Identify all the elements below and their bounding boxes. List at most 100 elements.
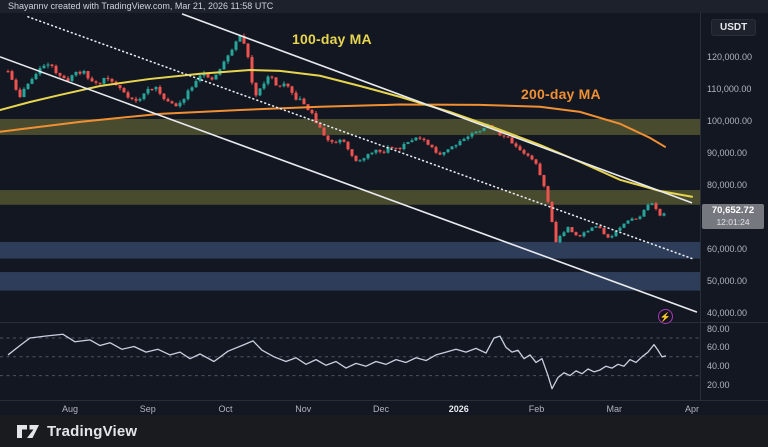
- candle-body: [190, 87, 194, 91]
- time-tick-Sep: Sep: [139, 404, 156, 414]
- candle-body: [130, 97, 134, 99]
- bar-countdown: 12:01:24: [716, 216, 750, 227]
- flash-icon[interactable]: ⚡: [658, 309, 673, 325]
- quote-currency-button[interactable]: USDT: [711, 19, 757, 36]
- candle-body: [170, 101, 174, 104]
- candle-body: [366, 154, 370, 159]
- candle-body: [186, 90, 190, 100]
- trendline-inner-dotted[interactable]: [27, 16, 694, 260]
- candle-body: [538, 163, 542, 176]
- price-tick: 40,000.00: [707, 308, 748, 319]
- price-tick: 60,000.00: [707, 243, 748, 254]
- candle-body: [546, 186, 550, 202]
- candle-body: [390, 147, 394, 149]
- candle-body: [626, 220, 630, 224]
- candle-body: [282, 83, 286, 87]
- candle-body: [570, 227, 574, 233]
- candle-body: [506, 136, 510, 138]
- candle-body: [50, 64, 54, 66]
- candle-body: [30, 78, 34, 84]
- blue_zone_2: [0, 272, 700, 291]
- candle-body: [10, 71, 14, 80]
- candle-body: [266, 76, 270, 84]
- rsi-tick: 20.00: [707, 379, 730, 390]
- candle-body: [346, 141, 350, 150]
- candle-body: [98, 82, 102, 84]
- candle-body: [354, 155, 358, 161]
- last-price-value: 70,652.72: [711, 204, 755, 216]
- candle-body: [582, 232, 586, 237]
- candle-body: [358, 160, 362, 162]
- candle-body: [290, 86, 294, 93]
- candle-body: [634, 218, 638, 220]
- candle-body: [482, 128, 486, 132]
- candle-body: [426, 139, 430, 145]
- tradingview-logo[interactable]: TradingView: [16, 422, 137, 440]
- candle-body: [86, 71, 90, 79]
- trendline-channel-upper[interactable]: [181, 13, 693, 204]
- candle-body: [242, 35, 246, 44]
- candle-body: [550, 201, 554, 222]
- candle-body: [42, 65, 46, 69]
- candle-body: [454, 145, 458, 147]
- candle-body: [294, 92, 298, 100]
- candle-body: [310, 110, 314, 114]
- time-tick-Feb: Feb: [528, 404, 545, 414]
- candle-body: [82, 71, 86, 74]
- candle-body: [606, 234, 610, 238]
- candle-body: [178, 102, 182, 107]
- candle-body: [658, 208, 662, 216]
- candle-body: [378, 149, 382, 152]
- candle-body: [206, 72, 210, 78]
- time-tick-2026: 2026: [448, 404, 469, 414]
- candle-body: [530, 155, 534, 160]
- ma100-line: [0, 68, 693, 198]
- candle-body: [102, 77, 106, 84]
- candle-body: [226, 55, 230, 62]
- candle-body: [646, 204, 650, 210]
- candle-body: [278, 85, 282, 87]
- candle-body: [214, 74, 218, 80]
- candle-body: [166, 99, 170, 102]
- time-tick-Apr: Apr: [684, 404, 699, 414]
- candle-body: [514, 143, 518, 147]
- rsi-tick: 40.00: [707, 361, 730, 372]
- candle-body: [622, 223, 626, 228]
- candle-body: [26, 83, 30, 89]
- candle-body: [18, 89, 22, 97]
- candle-body: [58, 73, 62, 76]
- candle-body: [150, 88, 154, 90]
- candle-body: [466, 136, 470, 139]
- candle-body: [526, 153, 530, 156]
- price-tick: 120,000.00: [707, 51, 753, 62]
- candle-body: [394, 147, 398, 149]
- candle-body: [238, 35, 242, 42]
- olive_zone_2: [0, 190, 700, 205]
- attribution-text: Shayannv created with TradingView.com, M…: [8, 1, 274, 11]
- trendline-channel-lower[interactable]: [0, 56, 698, 313]
- candle-body: [410, 140, 414, 143]
- candle-body: [382, 151, 386, 153]
- candle-body: [230, 49, 234, 56]
- candle-body: [34, 74, 38, 79]
- candle-body: [246, 43, 250, 57]
- candle-body: [542, 175, 546, 187]
- candle-body: [386, 147, 390, 153]
- candle-body: [302, 98, 306, 105]
- candle-body: [70, 75, 74, 81]
- candle-body: [470, 133, 474, 137]
- candle-body: [90, 78, 94, 82]
- candle-body: [334, 141, 338, 143]
- time-tick-Oct: Oct: [218, 404, 233, 414]
- time-tick-Mar: Mar: [606, 404, 623, 414]
- candle-body: [446, 149, 450, 153]
- candle-body: [154, 87, 158, 90]
- candle-body: [450, 146, 454, 150]
- candle-body: [642, 209, 646, 217]
- tradingview-logo-icon: [17, 425, 39, 438]
- candle-body: [270, 76, 274, 78]
- candle-body: [574, 232, 578, 236]
- candle-body: [518, 146, 522, 151]
